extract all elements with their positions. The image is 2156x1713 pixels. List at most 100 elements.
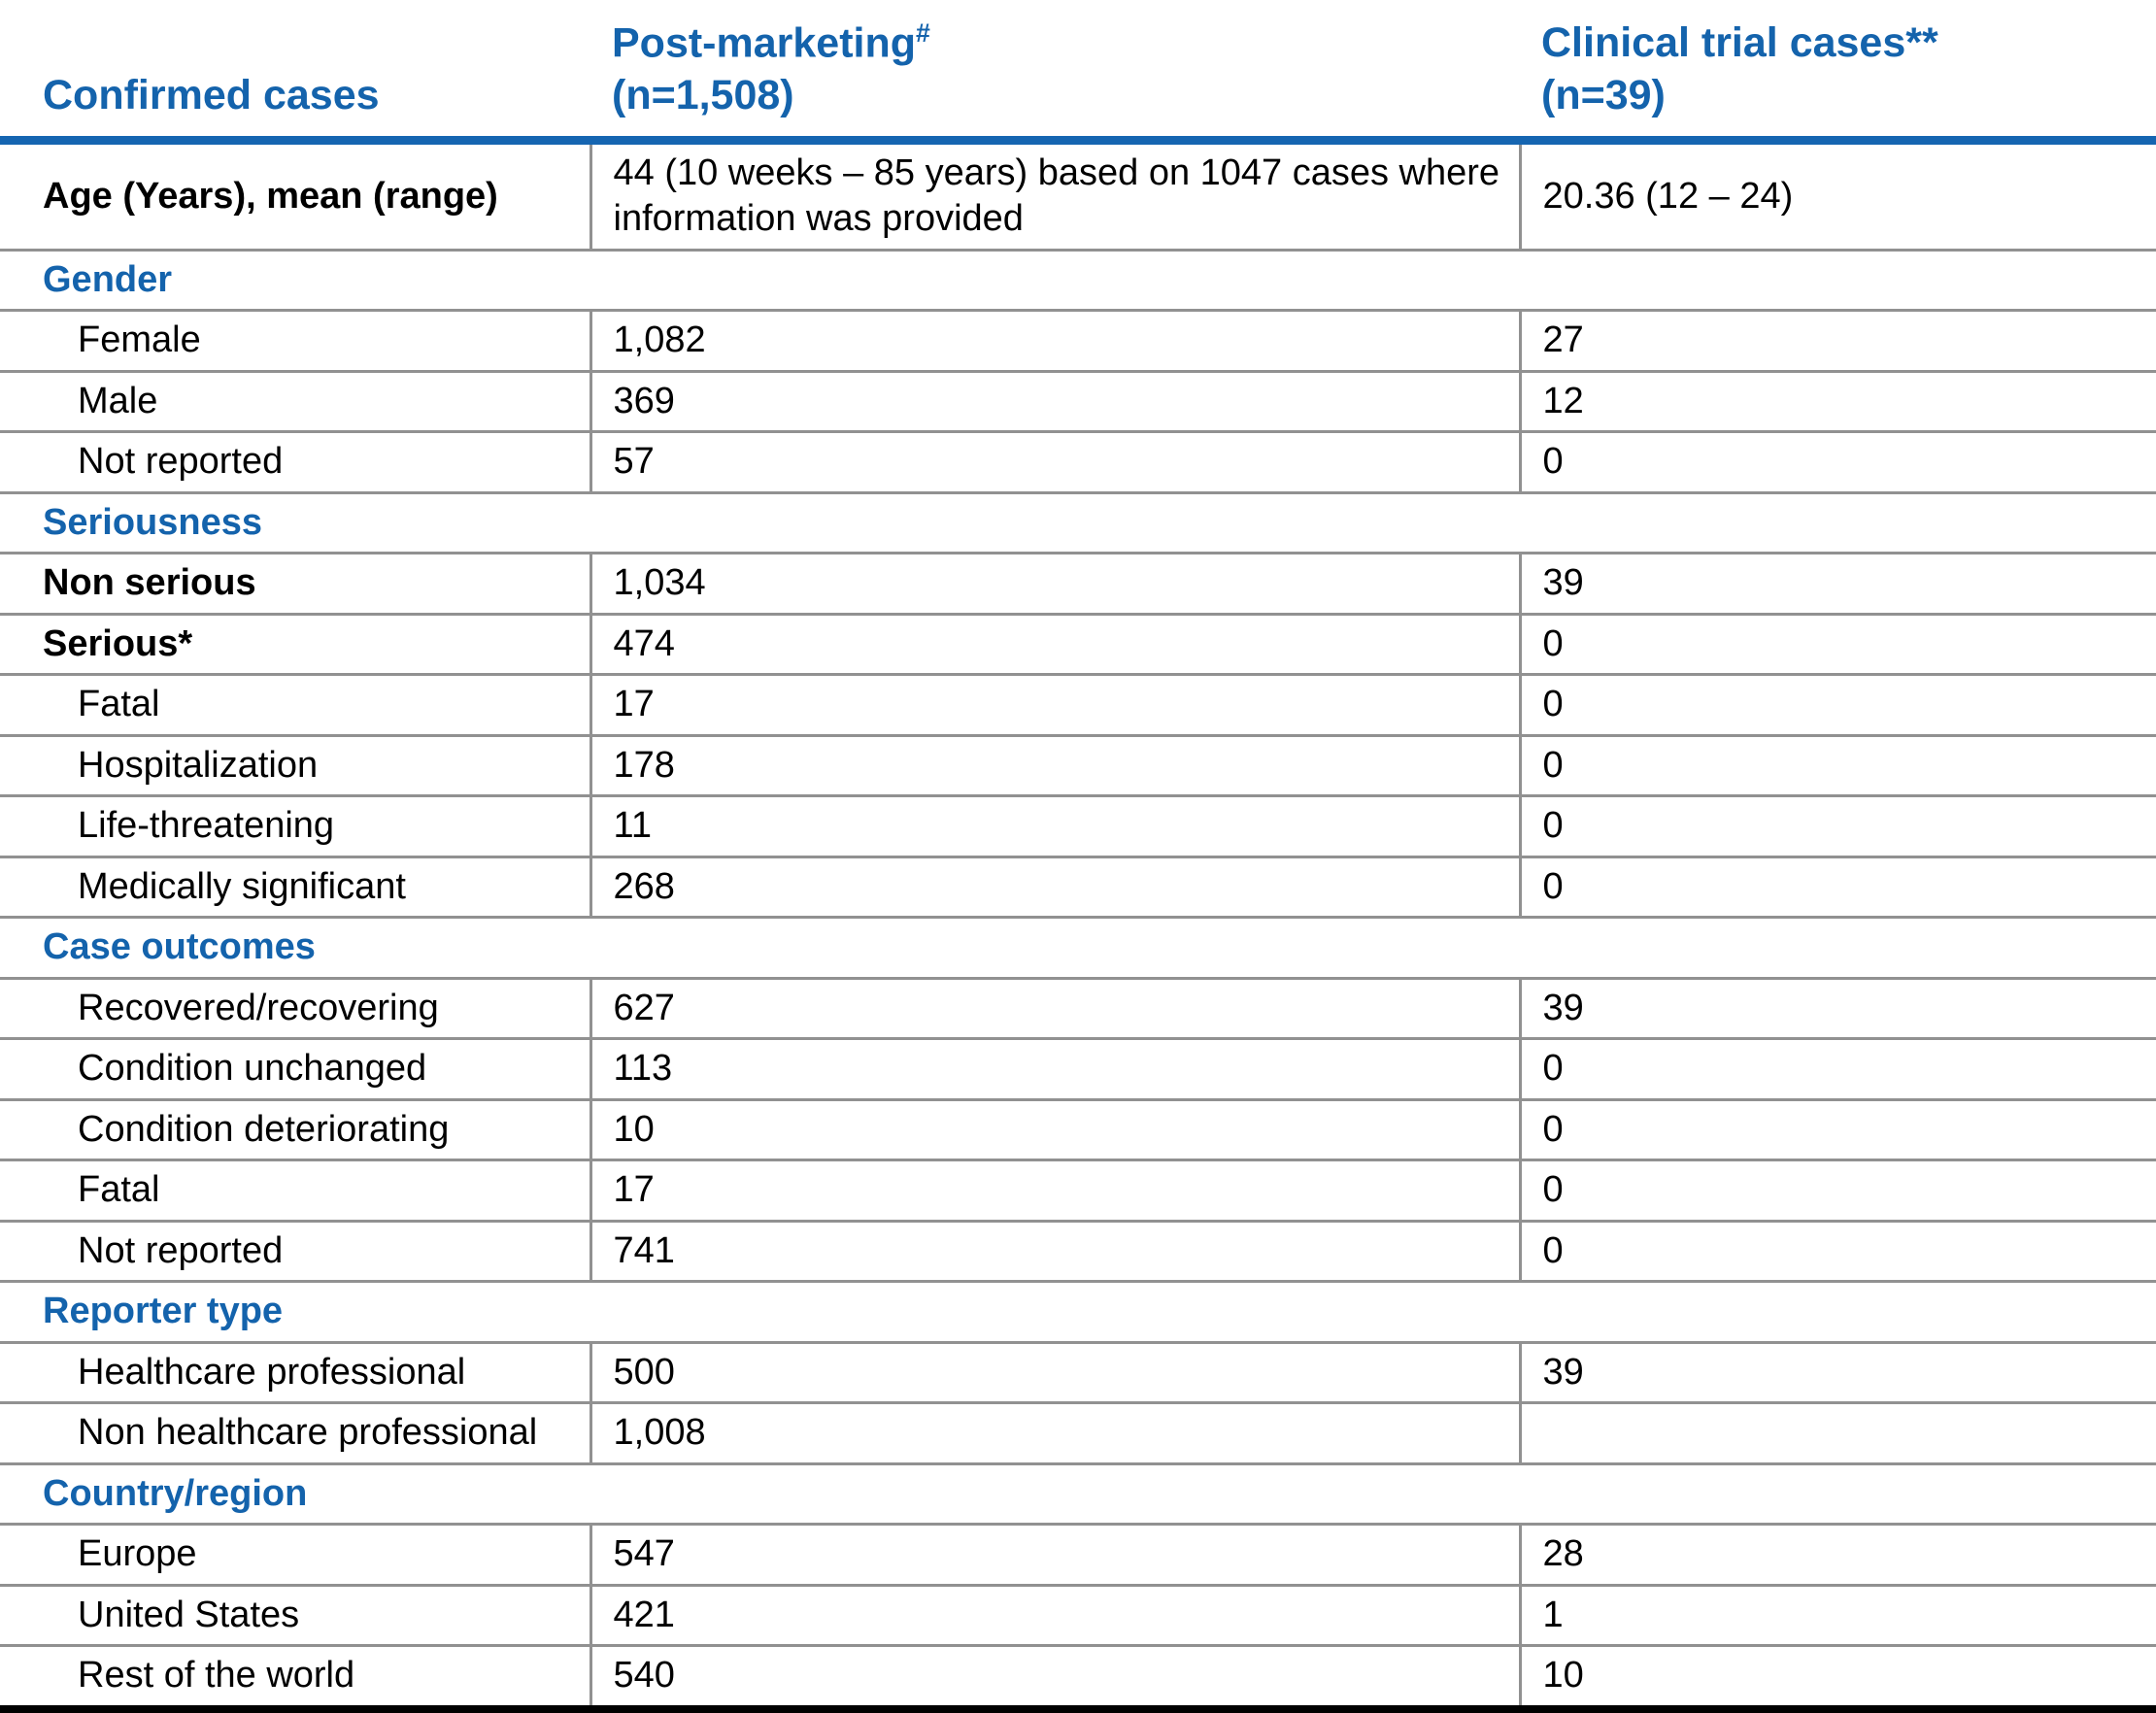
clinical-trial-value: 20.36 (12 – 24)	[1518, 140, 2156, 252]
post-marketing-value: 540	[589, 1645, 1520, 1713]
table-row-non-serious: Non serious 1,034 39	[0, 553, 2156, 616]
post-marketing-value: 741	[589, 1221, 1520, 1284]
section-header-label: Reporter type	[0, 1281, 2156, 1344]
table-row-serious-fatal: Fatal 17 0	[0, 674, 2156, 737]
table-row-condition-deteriorating: Condition deteriorating 10 0	[0, 1099, 2156, 1162]
clinical-trial-value: 12	[1518, 371, 2156, 434]
row-label: Not reported	[0, 431, 590, 494]
header-row: Confirmed cases Post-marketing# (n=1,508)…	[0, 0, 2156, 145]
post-marketing-value: 421	[589, 1585, 1520, 1648]
table-row-healthcare-professional: Healthcare professional 500 39	[0, 1342, 2156, 1405]
post-marketing-value: 1,082	[589, 310, 1520, 373]
clinical-trial-value: 0	[1518, 1038, 2156, 1101]
row-label: Condition unchanged	[0, 1038, 590, 1101]
post-marketing-value: 1,008	[589, 1402, 1520, 1465]
clinical-trial-value: 39	[1518, 553, 2156, 616]
row-label: Healthcare professional	[0, 1342, 590, 1405]
section-header-case-outcomes: Case outcomes	[0, 917, 2156, 980]
table-body: Age (Years), mean (range) 44 (10 weeks –…	[0, 140, 2156, 1713]
table-row-non-healthcare-professional: Non healthcare professional 1,008	[0, 1402, 2156, 1465]
table-row-age: Age (Years), mean (range) 44 (10 weeks –…	[0, 140, 2156, 252]
table-row-outcome-fatal: Fatal 17 0	[0, 1159, 2156, 1223]
clinical-trial-value: 39	[1518, 1342, 2156, 1405]
column-header-clinical-trial-cases: Clinical trial cases** (n=39)	[1520, 0, 2156, 145]
post-marketing-value: 547	[589, 1524, 1520, 1587]
clinical-trial-value: 0	[1518, 1099, 2156, 1162]
row-label: Recovered/recovering	[0, 978, 590, 1041]
clinical-trial-value: 28	[1518, 1524, 2156, 1587]
row-label: Non healthcare professional	[0, 1402, 590, 1465]
clinical-trial-value: 0	[1518, 614, 2156, 677]
post-marketing-value: 11	[589, 795, 1520, 858]
clinical-trial-value: 0	[1518, 795, 2156, 858]
column-header-post-marketing: Post-marketing# (n=1,508)	[590, 0, 1520, 145]
row-label: Condition deteriorating	[0, 1099, 590, 1162]
post-marketing-value: 10	[589, 1099, 1520, 1162]
table-row-united-states: United States 421 1	[0, 1585, 2156, 1648]
clinical-trial-value: 27	[1518, 310, 2156, 373]
clinical-trial-value: 39	[1518, 978, 2156, 1041]
table-row-condition-unchanged: Condition unchanged 113 0	[0, 1038, 2156, 1101]
row-label: Rest of the world	[0, 1645, 590, 1713]
post-marketing-value: 1,034	[589, 553, 1520, 616]
post-marketing-value: 369	[589, 371, 1520, 434]
row-label: Life-threatening	[0, 795, 590, 858]
column-header-n-count: (n=39)	[1541, 72, 1666, 119]
clinical-trial-value: 1	[1518, 1585, 2156, 1648]
row-label: Age (Years), mean (range)	[0, 140, 590, 252]
post-marketing-value: 113	[589, 1038, 1520, 1101]
post-marketing-value: 17	[589, 674, 1520, 737]
column-header-n-count: (n=1,508)	[612, 72, 794, 119]
table-row-serious: Serious* 474 0	[0, 614, 2156, 677]
row-label: Serious*	[0, 614, 590, 677]
table-row-medically-significant: Medically significant 268 0	[0, 856, 2156, 920]
column-header-label: Clinical trial cases**	[1541, 19, 1938, 67]
section-header-label: Seriousness	[0, 492, 2156, 555]
post-marketing-value: 268	[589, 856, 1520, 920]
section-header-label: Country/region	[0, 1463, 2156, 1527]
row-label: Female	[0, 310, 590, 373]
column-header-label: Confirmed cases	[43, 72, 380, 119]
post-marketing-value: 44 (10 weeks – 85 years) based on 1047 c…	[589, 140, 1520, 252]
clinical-trial-value: 0	[1518, 735, 2156, 798]
table-header: Confirmed cases Post-marketing# (n=1,508)…	[0, 0, 2156, 145]
clinical-trial-value: 0	[1518, 856, 2156, 920]
section-header-seriousness: Seriousness	[0, 492, 2156, 555]
table-row-outcome-not-reported: Not reported 741 0	[0, 1221, 2156, 1284]
clinical-trial-value: 0	[1518, 1221, 2156, 1284]
row-label: United States	[0, 1585, 590, 1648]
clinical-trial-value: 0	[1518, 431, 2156, 494]
clinical-trial-value	[1518, 1402, 2156, 1465]
clinical-trial-value: 10	[1518, 1645, 2156, 1713]
section-header-label: Case outcomes	[0, 917, 2156, 980]
column-header-confirmed-cases: Confirmed cases	[0, 0, 590, 145]
section-header-label: Gender	[0, 250, 2156, 313]
post-marketing-value: 57	[589, 431, 1520, 494]
post-marketing-value: 17	[589, 1159, 1520, 1223]
footnote-marker-hash: #	[916, 18, 930, 48]
row-label: Non serious	[0, 553, 590, 616]
post-marketing-value: 474	[589, 614, 1520, 677]
table-row-hospitalization: Hospitalization 178 0	[0, 735, 2156, 798]
clinical-trial-value: 0	[1518, 674, 2156, 737]
post-marketing-value: 500	[589, 1342, 1520, 1405]
row-label: Medically significant	[0, 856, 590, 920]
table-row-female: Female 1,082 27	[0, 310, 2156, 373]
row-label: Fatal	[0, 674, 590, 737]
table-row-gender-not-reported: Not reported 57 0	[0, 431, 2156, 494]
table-row-europe: Europe 547 28	[0, 1524, 2156, 1587]
section-header-reporter-type: Reporter type	[0, 1281, 2156, 1344]
section-header-country-region: Country/region	[0, 1463, 2156, 1527]
clinical-trial-value: 0	[1518, 1159, 2156, 1223]
post-marketing-value: 178	[589, 735, 1520, 798]
row-label: Hospitalization	[0, 735, 590, 798]
table-row-male: Male 369 12	[0, 371, 2156, 434]
post-marketing-value: 627	[589, 978, 1520, 1041]
table-row-life-threatening: Life-threatening 11 0	[0, 795, 2156, 858]
row-label: Fatal	[0, 1159, 590, 1223]
row-label: Not reported	[0, 1221, 590, 1284]
column-header-label: Post-marketing	[612, 19, 917, 67]
row-label: Europe	[0, 1524, 590, 1587]
